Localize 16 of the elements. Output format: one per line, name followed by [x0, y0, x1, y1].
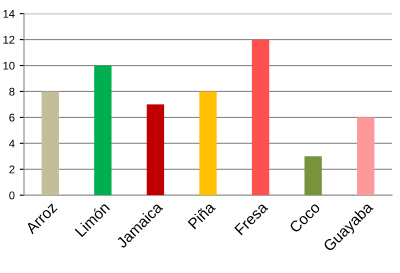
- y-tick-label: 0: [9, 191, 15, 200]
- y-tick-label: 8: [9, 88, 14, 96]
- bar: [304, 156, 322, 196]
- y-tick-label: 4: [9, 140, 15, 148]
- y-tick-label: 12: [3, 36, 14, 44]
- x-tick-label: Piña: [187, 200, 216, 230]
- bar: [42, 91, 59, 196]
- bar: [357, 117, 374, 196]
- bar: [199, 91, 217, 196]
- y-tick-label: 2: [9, 166, 14, 174]
- y-tick-label: 6: [9, 114, 14, 122]
- bar: [252, 40, 270, 196]
- y-tick-label: 14: [3, 10, 15, 18]
- bar: [146, 104, 164, 196]
- bar: [94, 66, 112, 196]
- y-tick-label: 10: [3, 62, 15, 70]
